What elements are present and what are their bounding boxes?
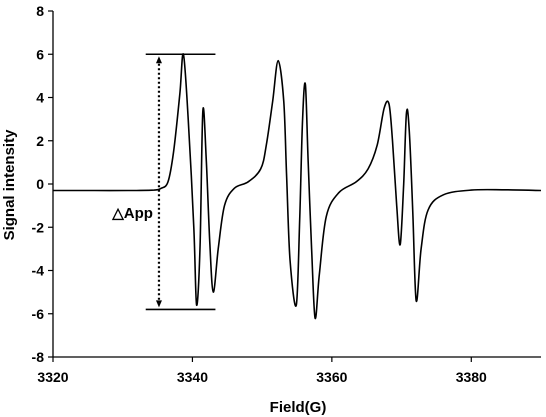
annotation-arrowhead-up bbox=[155, 56, 162, 64]
y-tick-label: 0 bbox=[36, 176, 44, 192]
x-tick-label: 3380 bbox=[456, 369, 487, 385]
delta-app-annotation: △App bbox=[111, 53, 216, 311]
x-tick-label: 3340 bbox=[177, 369, 208, 385]
y-tick-label: 6 bbox=[36, 46, 44, 62]
x-axis-title: Field(G) bbox=[270, 399, 327, 416]
x-tick-label: 3320 bbox=[37, 369, 68, 385]
annotation-arrowhead-down bbox=[155, 300, 162, 308]
y-tick-label: 2 bbox=[36, 133, 44, 149]
annotation-label: △App bbox=[111, 205, 153, 222]
y-tick-label: -8 bbox=[32, 349, 45, 365]
y-tick-label: -2 bbox=[32, 219, 45, 235]
y-tick-label: 8 bbox=[36, 3, 44, 19]
series-group bbox=[53, 53, 542, 319]
y-axis-title: Signal intensity bbox=[1, 129, 18, 241]
series-line-0 bbox=[53, 53, 542, 319]
y-tick-label: -4 bbox=[32, 263, 45, 279]
x-tick-label: 3360 bbox=[316, 369, 347, 385]
axes: -8 -6 -4 -2 0 2 4 6 8 3320 3340 3360 3380 bbox=[32, 3, 541, 385]
y-tick-label: 4 bbox=[36, 90, 44, 106]
y-tick-label: -6 bbox=[32, 306, 45, 322]
